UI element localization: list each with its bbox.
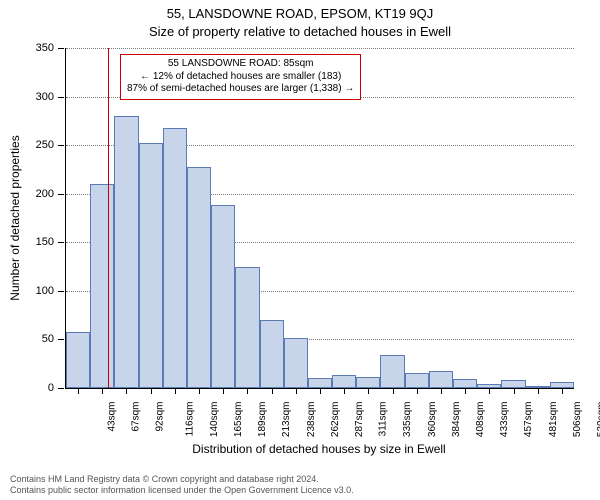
- y-axis-label: Number of detached properties: [8, 135, 22, 300]
- x-tick-label: 506sqm: [572, 402, 583, 438]
- histogram-bar: [501, 380, 525, 388]
- x-tick: [538, 388, 539, 394]
- histogram-bar: [66, 332, 90, 388]
- x-tick: [247, 388, 248, 394]
- histogram-bar: [308, 378, 332, 388]
- x-tick-label: 360sqm: [427, 402, 438, 438]
- histogram-bar: [356, 377, 380, 388]
- x-tick: [441, 388, 442, 394]
- x-tick-label: 140sqm: [209, 402, 220, 438]
- histogram-bar: [114, 116, 138, 388]
- x-tick-label: 116sqm: [184, 402, 195, 437]
- x-tick-label: 287sqm: [354, 402, 365, 438]
- copyright-notice: Contains HM Land Registry data © Crown c…: [10, 474, 354, 496]
- x-tick-label: 384sqm: [451, 402, 462, 438]
- infobox-line-1: 55 LANSDOWNE ROAD: 85sqm: [127, 58, 354, 71]
- x-tick-label: 311sqm: [378, 402, 389, 437]
- x-tick-label: 189sqm: [257, 402, 268, 438]
- x-tick-label: 408sqm: [475, 402, 486, 438]
- marker-info-box: 55 LANSDOWNE ROAD: 85sqm ← 12% of detach…: [120, 54, 361, 100]
- y-tick: [58, 388, 64, 389]
- y-tick: [58, 194, 64, 195]
- y-tick-label: 100: [36, 285, 54, 297]
- x-tick: [223, 388, 224, 394]
- x-tick-label: 67sqm: [131, 402, 142, 432]
- x-tick-label: 481sqm: [548, 402, 559, 438]
- x-tick: [562, 388, 563, 394]
- y-tick-label: 150: [36, 236, 54, 248]
- histogram-bar: [163, 128, 187, 388]
- x-tick: [102, 388, 103, 394]
- infobox-line-3: 87% of semi-detached houses are larger (…: [127, 83, 354, 96]
- y-tick-label: 200: [36, 188, 54, 200]
- x-tick: [199, 388, 200, 394]
- histogram-bar: [429, 371, 453, 388]
- y-tick-label: 50: [42, 333, 54, 345]
- chart-container: 55, LANSDOWNE ROAD, EPSOM, KT19 9QJ Size…: [0, 0, 600, 500]
- histogram-bar: [284, 338, 308, 389]
- chart-title-sub: Size of property relative to detached ho…: [0, 24, 600, 39]
- infobox-line-2: ← 12% of detached houses are smaller (18…: [127, 71, 354, 84]
- histogram-bar: [332, 375, 356, 388]
- x-tick: [296, 388, 297, 394]
- x-tick: [126, 388, 127, 394]
- x-tick-label: 262sqm: [330, 402, 341, 438]
- property-marker-line: [108, 48, 109, 388]
- histogram-bar: [260, 320, 284, 388]
- x-tick: [344, 388, 345, 394]
- y-tick-label: 300: [36, 91, 54, 103]
- x-axis-label: Distribution of detached houses by size …: [65, 442, 573, 456]
- y-tick-label: 0: [48, 382, 54, 394]
- y-tick: [58, 145, 64, 146]
- copyright-line-2: Contains public sector information licen…: [10, 485, 354, 496]
- x-tick: [78, 388, 79, 394]
- y-tick: [58, 339, 64, 340]
- x-tick: [393, 388, 394, 394]
- x-tick-label: 165sqm: [233, 402, 244, 438]
- x-tick-label: 433sqm: [499, 402, 510, 438]
- gridline: [66, 48, 574, 49]
- x-tick: [514, 388, 515, 394]
- x-tick-label: 457sqm: [523, 402, 534, 438]
- histogram-bar: [211, 205, 235, 388]
- histogram-bar: [380, 355, 404, 388]
- histogram-bar: [405, 373, 429, 388]
- histogram-bar: [235, 267, 259, 388]
- y-tick: [58, 97, 64, 98]
- y-tick: [58, 48, 64, 49]
- x-tick-label: 213sqm: [282, 402, 293, 438]
- x-tick: [175, 388, 176, 394]
- x-tick: [320, 388, 321, 394]
- y-tick: [58, 291, 64, 292]
- x-tick: [272, 388, 273, 394]
- x-tick: [417, 388, 418, 394]
- y-tick-label: 250: [36, 139, 54, 151]
- x-tick-label: 43sqm: [107, 402, 118, 432]
- y-tick-label: 350: [36, 42, 54, 54]
- x-tick: [368, 388, 369, 394]
- histogram-bar: [90, 184, 114, 388]
- copyright-line-1: Contains HM Land Registry data © Crown c…: [10, 474, 354, 485]
- histogram-bar: [139, 143, 163, 388]
- x-tick-label: 92sqm: [155, 402, 166, 432]
- y-tick: [58, 242, 64, 243]
- chart-title-main: 55, LANSDOWNE ROAD, EPSOM, KT19 9QJ: [0, 6, 600, 21]
- x-tick-label: 238sqm: [306, 402, 317, 438]
- histogram-bar: [187, 167, 211, 388]
- x-tick-label: 530sqm: [596, 402, 600, 438]
- x-tick-label: 335sqm: [402, 402, 413, 438]
- x-tick: [465, 388, 466, 394]
- histogram-bar: [453, 379, 477, 388]
- x-tick: [151, 388, 152, 394]
- x-tick: [489, 388, 490, 394]
